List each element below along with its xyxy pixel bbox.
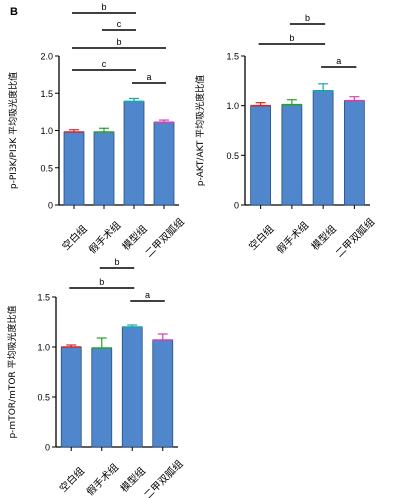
x-tick-label: 假手术组: [84, 461, 121, 498]
bar: [91, 347, 113, 448]
y-tick-label: 1.0: [226, 101, 239, 111]
x-tick-label: 二甲双胍组: [333, 215, 378, 260]
bar: [123, 101, 145, 206]
x-tick-label: 空白组: [246, 222, 276, 252]
bar: [153, 121, 175, 206]
x-tick-label: 假手术组: [274, 219, 311, 256]
bar: [250, 105, 272, 206]
significance-label: b: [101, 2, 106, 12]
x-tick-label: 二甲双胍组: [141, 457, 186, 498]
bar: [93, 131, 115, 206]
y-axis-title: p-AKT/AKT 平均吸光度比值: [194, 75, 206, 186]
x-tick-label: 空白组: [59, 222, 89, 252]
y-tick-label: 0.5: [40, 163, 53, 173]
y-tick-label: 0: [234, 201, 239, 211]
significance-label: c: [117, 19, 122, 29]
y-tick-label: 2.0: [40, 52, 53, 62]
bar: [63, 131, 85, 206]
bar: [152, 339, 174, 448]
y-tick-label: 0.5: [37, 393, 50, 403]
significance-label: b: [305, 13, 310, 23]
y-tick-label: 1.0: [37, 343, 50, 353]
y-tick-label: 1.0: [40, 126, 53, 136]
x-tick-label: 模型组: [118, 464, 148, 494]
bar: [121, 326, 143, 448]
bar: [60, 346, 82, 448]
y-tick-label: 1.5: [226, 52, 239, 62]
bar: [312, 90, 334, 206]
y-tick-label: 0.5: [226, 151, 239, 161]
y-tick-label: 0: [48, 201, 53, 211]
bar: [281, 104, 303, 206]
significance-label: c: [102, 59, 107, 69]
significance-label: b: [116, 37, 121, 47]
y-tick-label: 0: [45, 443, 50, 453]
significance-label: a: [145, 290, 150, 300]
y-tick-label: 1.5: [40, 89, 53, 99]
y-tick-label: 1.5: [37, 293, 50, 303]
panel-label: B: [10, 6, 18, 18]
x-tick-label: 模型组: [119, 222, 149, 252]
significance-label: a: [336, 56, 341, 66]
bar: [343, 100, 365, 206]
y-axis-title: p-PI3K/PI3K 平均吸光度比值: [7, 72, 19, 189]
x-tick-label: 模型组: [308, 222, 338, 252]
significance-label: b: [99, 277, 104, 287]
x-tick-label: 假手术组: [86, 219, 123, 256]
x-tick-label: 二甲双胍组: [142, 215, 187, 260]
significance-label: b: [289, 33, 294, 43]
significance-label: a: [146, 72, 151, 82]
y-axis-title: p-mTOR/mTOR 平均吸光度比值: [6, 305, 18, 438]
significance-label: b: [114, 257, 119, 267]
x-tick-label: 空白组: [57, 464, 87, 494]
